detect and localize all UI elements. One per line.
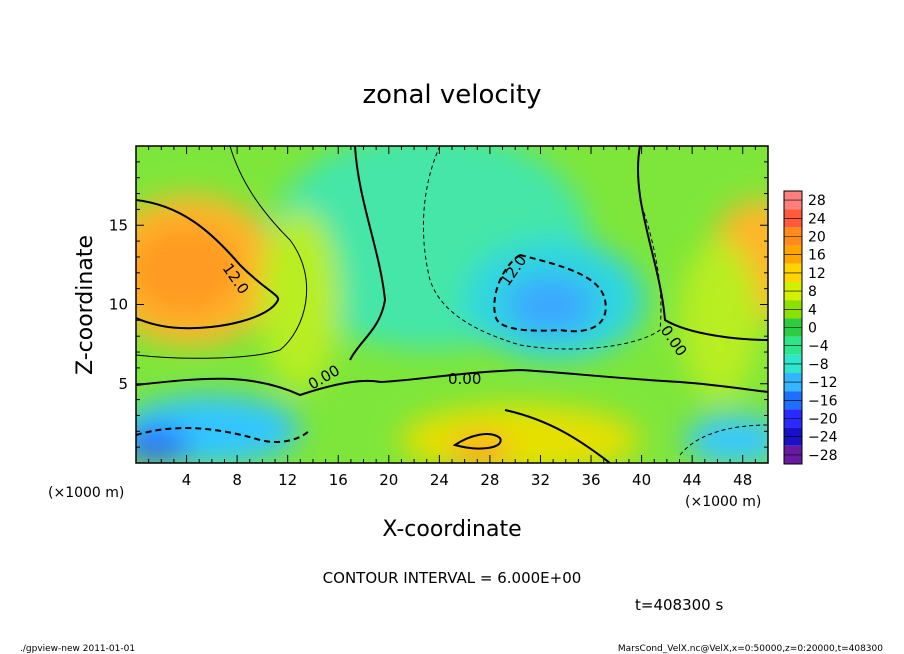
x-tick-label: 32 (531, 471, 550, 489)
chart-title: zonal velocity (362, 80, 541, 110)
contour-neg6-center (422, 146, 662, 350)
z-tick-label: 5 (118, 375, 128, 393)
colorbar-label: 24 (808, 211, 826, 227)
x-tick-label: 40 (632, 471, 651, 489)
x-tick-label: 20 (379, 471, 398, 489)
x-tick-label: 24 (430, 471, 449, 489)
colorbar-label: −28 (808, 448, 838, 464)
colorbar-label: 0 (808, 321, 817, 337)
x-axis-label: X-coordinate (382, 517, 521, 542)
field-blue-lowerright (685, 415, 768, 463)
field-blue-center (505, 275, 595, 335)
x-tick-label: 8 (232, 471, 242, 489)
z-axis-label: Z-coordinate (73, 235, 98, 375)
field-yellowgreen-right (680, 240, 760, 400)
colorbar-label: 12 (808, 266, 826, 282)
z-unit-label: (×1000 m) (48, 485, 124, 501)
contour-12-left (136, 199, 280, 330)
x-unit-label: (×1000 m) (685, 494, 761, 510)
field-deepblue-lowerleft (136, 427, 190, 463)
x-tick-label: 4 (182, 471, 192, 489)
contour-0-lower (136, 368, 768, 397)
x-tick-label: 36 (581, 471, 600, 489)
colorbar-label: −4 (808, 339, 829, 355)
colorbar-label: −24 (808, 430, 838, 446)
x-axis: 4 8 12 16 20 24 28 32 36 40 44 48 (135, 146, 769, 489)
colorbar-label: −16 (808, 393, 838, 409)
colorbar-label: 28 (808, 193, 826, 209)
field-yellowgreen-left (260, 210, 340, 390)
contour-6-bottom (504, 409, 611, 463)
contour-interval-label: CONTOUR INTERVAL = 6.000E+00 (323, 569, 582, 587)
x-tick-label: 12 (278, 471, 297, 489)
contour-12-bottom (452, 433, 502, 450)
footer-left: ./gpview-new 2011-01-01 (20, 644, 135, 654)
contour-6-left (136, 146, 308, 359)
z-axis: 5 10 15 (109, 145, 768, 464)
colorbar-label: 4 (808, 302, 817, 318)
contour-neg12 (493, 253, 607, 333)
x-tick-label: 44 (683, 471, 702, 489)
field-blobs (136, 146, 768, 463)
colorbar-label: −20 (808, 412, 838, 428)
contour-neg6-lowerright (679, 424, 768, 456)
colorbar-label: 8 (808, 284, 817, 300)
x-tick-label: 48 (733, 471, 752, 489)
z-tick-label: 15 (109, 216, 128, 234)
plot-area: 12.0 12.0 0.00 0.00 0.00 (136, 146, 768, 463)
colorbar-label: −8 (808, 357, 829, 373)
contours (136, 146, 768, 463)
field-orange-left-core (136, 225, 240, 315)
colorbar: 28 24 20 16 12 8 4 0 −4 −8 −12 −16 −20 −24 −28 (783, 190, 838, 465)
contour-0-right (636, 146, 768, 341)
x-tick-label: 28 (480, 471, 499, 489)
colorbar-label: −12 (808, 375, 838, 391)
field-yellow-bottom (400, 405, 640, 463)
footer-right: MarsCond_VelX.nc@VelX,x=0:50000,z=0:2000… (618, 644, 883, 654)
contour-neg12-lowerleft (136, 427, 311, 443)
contour-label: 0.00 (448, 370, 481, 388)
colorbar-label: 16 (808, 248, 826, 264)
colorbar-label: 20 (808, 230, 826, 246)
z-tick-label: 10 (109, 296, 128, 314)
contour-0-middle (349, 146, 387, 361)
time-label: t=408300 s (635, 596, 723, 614)
x-tick-label: 16 (329, 471, 348, 489)
